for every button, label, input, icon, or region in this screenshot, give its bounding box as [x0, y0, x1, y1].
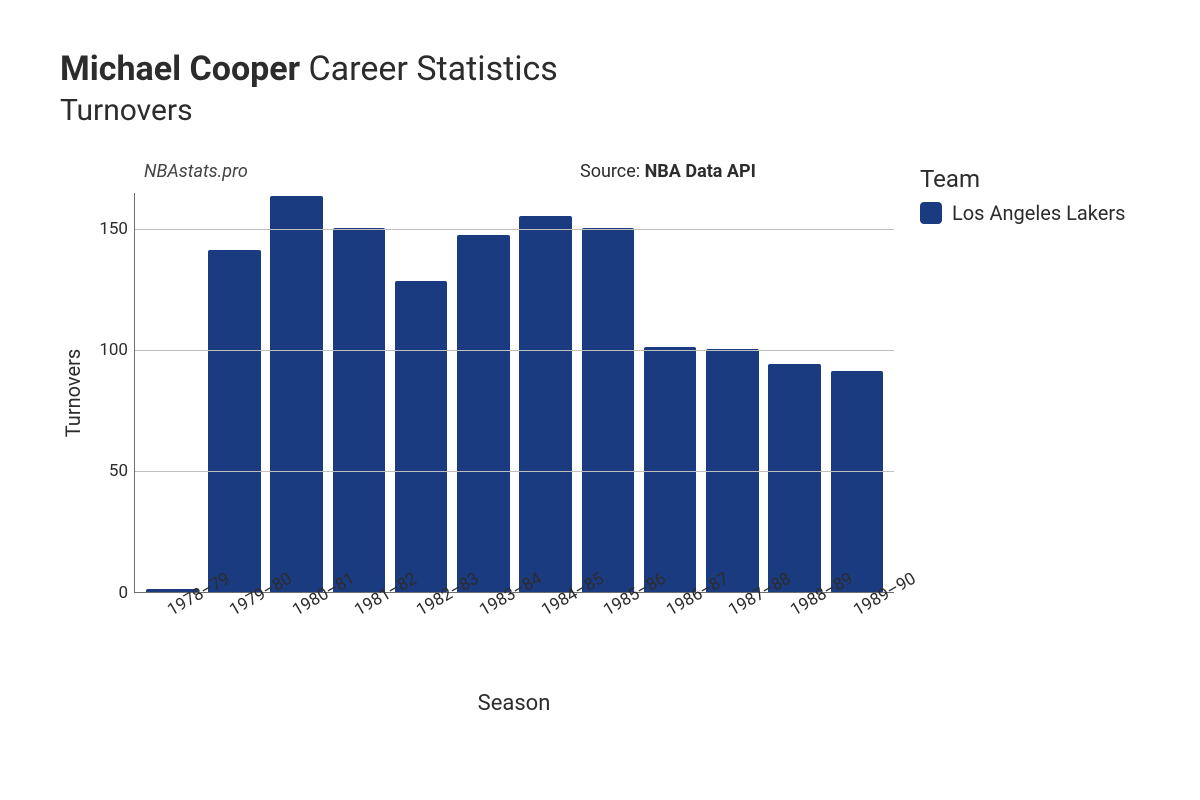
bar: [395, 281, 447, 591]
x-tick-slot: 1978–79: [140, 593, 202, 663]
bar: [831, 371, 883, 592]
bar-slot: [515, 193, 577, 592]
gridline: [135, 471, 894, 472]
bar: [519, 216, 571, 592]
x-tick-slot: 1985–86: [576, 593, 638, 663]
page-title: Michael Cooper Career Statistics: [60, 48, 1160, 91]
bar-slot: [577, 193, 639, 592]
bar-slot: [639, 193, 701, 592]
plot-area: [134, 193, 894, 593]
legend-swatch: [920, 202, 942, 224]
bars-container: [135, 193, 894, 592]
y-axis-label-container: Turnovers: [60, 193, 86, 593]
bar-slot: [266, 193, 328, 592]
x-tick-slot: 1980–81: [265, 593, 327, 663]
x-tick-slot: 1987–88: [701, 593, 763, 663]
bar: [208, 250, 260, 592]
gridline: [135, 350, 894, 351]
y-tick-label: 100: [84, 340, 128, 360]
title-player-name: Michael Cooper: [60, 49, 300, 89]
legend-item-label: Los Angeles Lakers: [952, 201, 1125, 225]
page-subtitle: Turnovers: [60, 93, 1160, 129]
bar-slot: [141, 193, 203, 592]
bar: [270, 196, 322, 591]
site-credit: NBAstats.pro: [144, 161, 248, 182]
bar-slot: [203, 193, 265, 592]
y-tick-column: 050100150: [86, 193, 134, 593]
chart-row: Turnovers 0 50 100 150 1978–791979–801980–8…: [60, 193, 1160, 716]
bar-slot: [390, 193, 452, 592]
source-credit: Source: NBA Data API: [580, 161, 756, 182]
bar: [768, 364, 820, 592]
y-tick-label: 150: [84, 219, 128, 239]
gridline: [135, 229, 894, 230]
bar-slot: [452, 193, 514, 592]
x-tick-slot: 1982–83: [389, 593, 451, 663]
y-tick-label: 0: [84, 583, 128, 603]
bar: [582, 228, 634, 592]
legend-item: Los Angeles Lakers: [920, 201, 1125, 225]
bar-slot: [701, 193, 763, 592]
source-value: NBA Data API: [645, 161, 756, 182]
x-tick-slot: 1981–82: [327, 593, 389, 663]
bar-slot: [328, 193, 390, 592]
bar: [706, 349, 758, 591]
x-tick-slot: 1988–89: [763, 593, 825, 663]
y-axis-label: Turnovers: [61, 348, 85, 436]
x-tick-slot: 1979–80: [202, 593, 264, 663]
bar: [457, 235, 509, 591]
page: Michael Cooper Career Statistics Turnove…: [0, 0, 1200, 800]
bar-slot: [826, 193, 888, 592]
bar: [333, 228, 385, 592]
meta-row: NBAstats.pro Source: NBA Data API: [60, 157, 1160, 185]
title-suffix: Career Statistics: [300, 49, 558, 89]
x-axis-label: Season: [134, 691, 894, 716]
x-tick-slot: 1989–90: [826, 593, 888, 663]
bar-slot: [764, 193, 826, 592]
bar: [644, 347, 696, 592]
y-tick-label: 50: [84, 461, 128, 481]
x-tick-slot: 1983–84: [452, 593, 514, 663]
x-tick-slot: 1984–85: [514, 593, 576, 663]
source-label: Source:: [580, 161, 645, 182]
legend-items: Los Angeles Lakers: [920, 201, 1125, 225]
x-tick-slot: 1986–87: [639, 593, 701, 663]
plot-and-xaxis: 1978–791979–801980–811981–821982–831983–…: [134, 193, 894, 716]
x-tick-row: 1978–791979–801980–811981–821982–831983–…: [134, 593, 894, 663]
